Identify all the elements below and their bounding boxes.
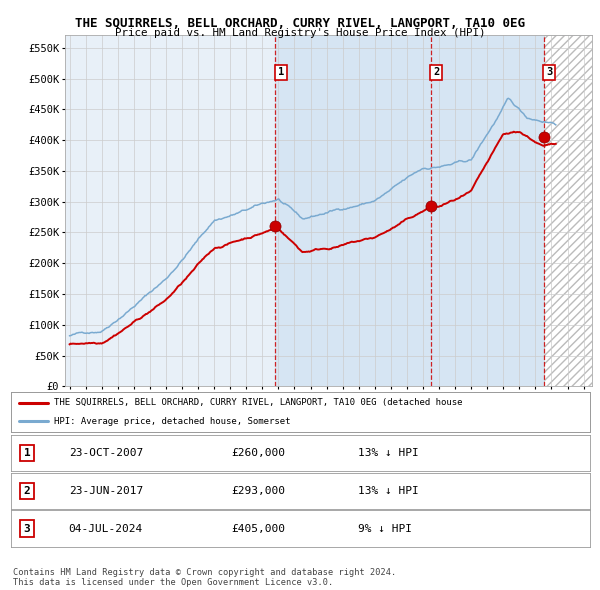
Text: £293,000: £293,000	[231, 486, 285, 496]
Text: 1: 1	[23, 448, 31, 458]
Text: 04-JUL-2024: 04-JUL-2024	[69, 524, 143, 533]
Text: 13% ↓ HPI: 13% ↓ HPI	[358, 486, 419, 496]
Text: 2: 2	[433, 67, 439, 77]
Text: 3: 3	[546, 67, 552, 77]
Text: £260,000: £260,000	[231, 448, 285, 458]
Text: £405,000: £405,000	[231, 524, 285, 533]
Text: 23-OCT-2007: 23-OCT-2007	[69, 448, 143, 458]
Text: Price paid vs. HM Land Registry's House Price Index (HPI): Price paid vs. HM Land Registry's House …	[115, 28, 485, 38]
Text: 13% ↓ HPI: 13% ↓ HPI	[358, 448, 419, 458]
Bar	[275, 35, 544, 386]
Text: Contains HM Land Registry data © Crown copyright and database right 2024.
This d: Contains HM Land Registry data © Crown c…	[13, 568, 397, 587]
Text: 2: 2	[23, 486, 31, 496]
Text: 1: 1	[278, 67, 284, 77]
Bar	[544, 35, 600, 386]
Text: HPI: Average price, detached house, Somerset: HPI: Average price, detached house, Some…	[54, 417, 291, 425]
Text: 9% ↓ HPI: 9% ↓ HPI	[358, 524, 412, 533]
Text: THE SQUIRRELS, BELL ORCHARD, CURRY RIVEL, LANGPORT, TA10 0EG: THE SQUIRRELS, BELL ORCHARD, CURRY RIVEL…	[75, 17, 525, 30]
Text: THE SQUIRRELS, BELL ORCHARD, CURRY RIVEL, LANGPORT, TA10 0EG (detached house: THE SQUIRRELS, BELL ORCHARD, CURRY RIVEL…	[54, 398, 463, 407]
Text: 3: 3	[23, 524, 31, 533]
Text: 23-JUN-2017: 23-JUN-2017	[69, 486, 143, 496]
